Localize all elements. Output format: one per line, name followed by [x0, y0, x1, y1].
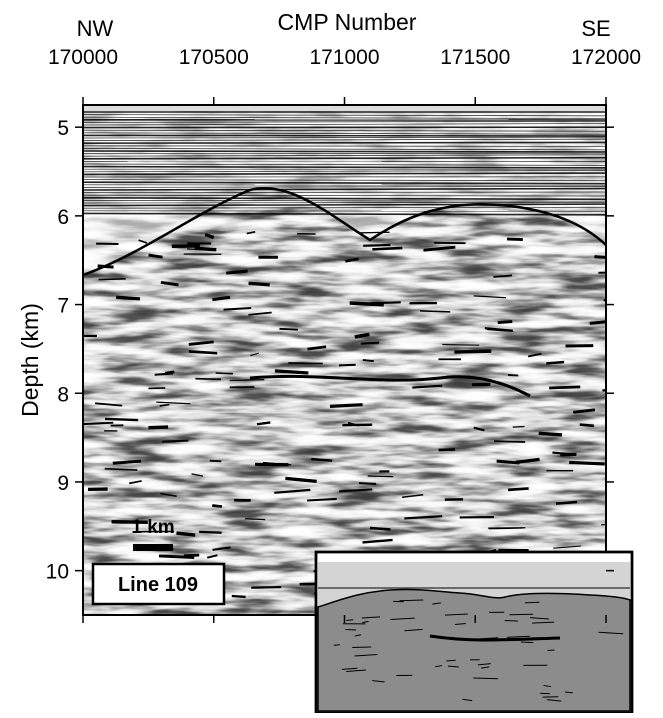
reflector: [498, 322, 512, 323]
inset-reflector: [334, 645, 340, 646]
y-tick-label: 5: [57, 117, 69, 140]
reflector: [83, 142, 606, 143]
reflector: [454, 351, 491, 352]
reflector: [513, 427, 525, 428]
x-tick-label: 171000: [309, 46, 379, 69]
reflector: [311, 459, 332, 461]
reflector: [83, 135, 606, 136]
panel-label: Line 109: [118, 574, 198, 596]
reflector: [358, 232, 390, 233]
reflector: [155, 373, 173, 374]
reflector: [439, 449, 456, 450]
x-axis-label: CMP Number: [278, 9, 417, 35]
reflector: [176, 533, 195, 535]
scale-bar-label: 1 km: [131, 517, 174, 538]
seismic-image: [83, 105, 632, 615]
reflector: [507, 239, 523, 240]
reflector: [162, 441, 188, 442]
reflector: [149, 255, 163, 257]
x-tick-label: 171500: [440, 46, 510, 69]
reflector: [230, 380, 265, 381]
reflector: [279, 329, 298, 330]
reflector: [370, 528, 391, 529]
reflector: [251, 587, 281, 588]
reflector: [539, 433, 562, 435]
y-tick-label: 7: [57, 295, 69, 318]
y-tick-label: 9: [57, 472, 69, 495]
reflector: [598, 272, 630, 273]
reflector: [148, 388, 165, 389]
x-tick-label: 172000: [571, 46, 641, 69]
inset: [316, 552, 632, 713]
y-axis-label: Depth (km): [17, 303, 43, 417]
reflector: [216, 373, 233, 374]
reflector: [363, 245, 390, 246]
reflector: [370, 302, 400, 303]
reflector: [508, 488, 529, 489]
reflector: [148, 427, 168, 428]
inset-reflector: [521, 642, 533, 643]
reflector: [508, 375, 518, 376]
reflector: [249, 283, 270, 285]
reflector: [489, 528, 522, 529]
reflector: [359, 483, 376, 484]
reflector: [580, 425, 594, 426]
reflector: [339, 365, 356, 366]
reflector: [546, 362, 564, 363]
reflector: [199, 532, 221, 533]
reflector: [212, 505, 222, 506]
reflector: [560, 454, 576, 455]
reflector: [195, 379, 221, 380]
reflector: [245, 519, 265, 520]
reflector: [604, 300, 633, 301]
right-label: SE: [581, 16, 610, 41]
reflector: [275, 371, 308, 373]
reflector: [368, 476, 394, 477]
reflector: [288, 363, 322, 364]
reflector: [330, 405, 363, 407]
reflector: [116, 297, 140, 299]
reflector: [420, 311, 450, 312]
y-tick-label: 8: [57, 383, 69, 406]
reflector: [189, 351, 217, 353]
reflector: [605, 403, 620, 404]
reflector: [99, 279, 126, 280]
reflector: [105, 419, 138, 420]
reflector: [549, 387, 580, 388]
reflector: [83, 151, 606, 152]
x-tick-label: 170500: [179, 46, 249, 69]
reflector: [184, 555, 199, 556]
reflector: [113, 461, 141, 463]
y-tick-label: 6: [57, 206, 69, 229]
inset-reflector: [345, 629, 356, 630]
x-tick-label: 170000: [48, 46, 118, 69]
reflector: [232, 596, 246, 597]
reflector: [83, 158, 606, 159]
inset-reflector: [525, 602, 540, 603]
reflector: [226, 271, 247, 273]
reflector: [210, 461, 222, 462]
reflector: [363, 360, 374, 361]
reflector: [442, 345, 479, 346]
inset-reflector: [509, 614, 533, 615]
reflector: [569, 462, 605, 463]
reflector: [361, 343, 379, 344]
reflector: [556, 502, 577, 504]
scale-bar: [133, 544, 173, 551]
reflector: [494, 441, 525, 442]
left-label: NW: [77, 16, 114, 41]
reflector: [372, 248, 402, 249]
y-tick-label: 10: [46, 561, 69, 584]
